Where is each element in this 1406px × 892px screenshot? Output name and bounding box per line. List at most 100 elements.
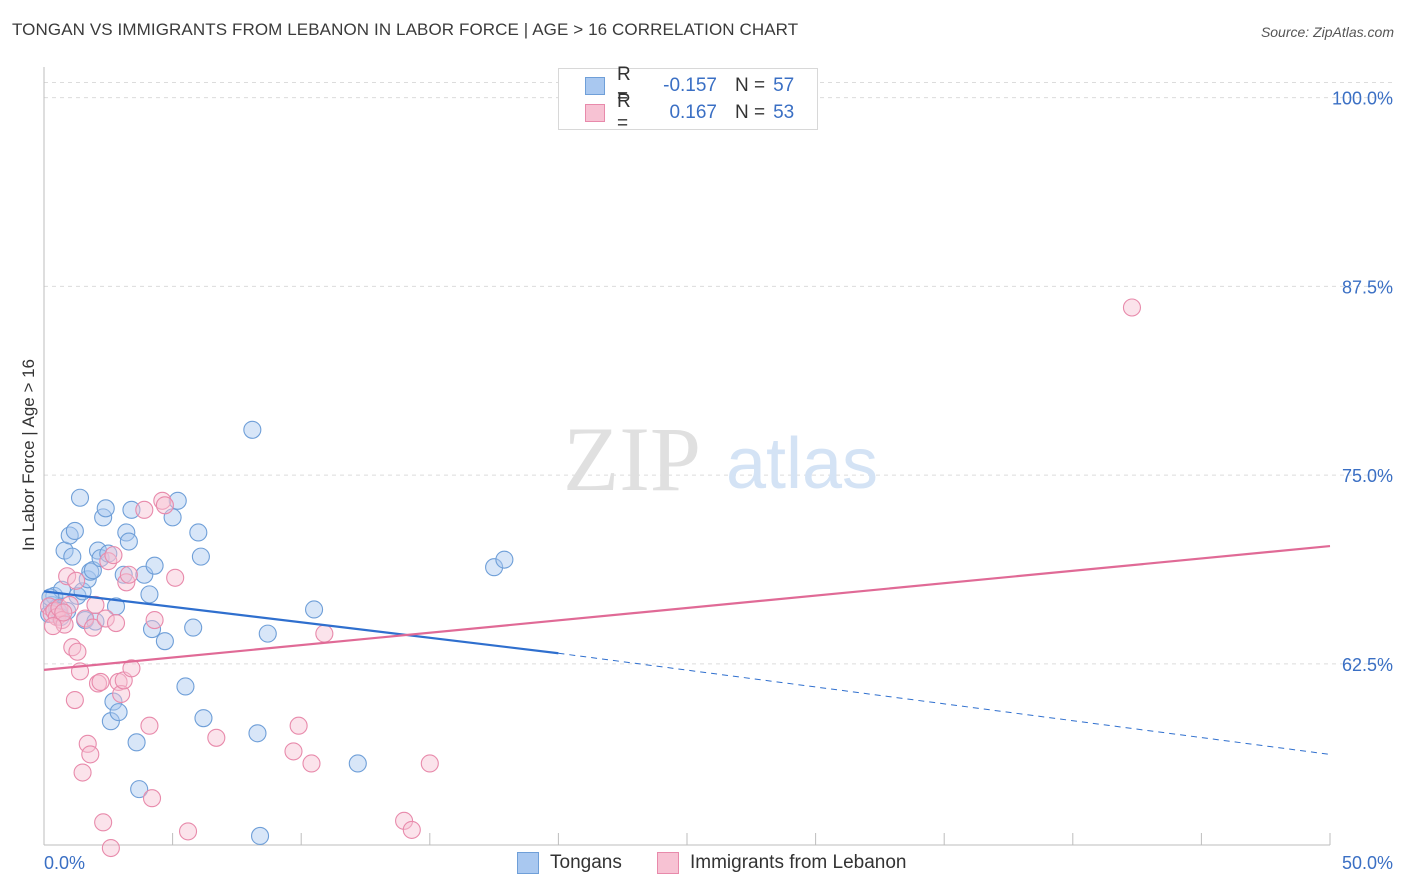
y-tick-labels: 62.5% 75.0% 87.5% 100.0%: [1332, 89, 1393, 675]
lebanon-point: [67, 571, 86, 590]
lebanon-point: [178, 822, 198, 841]
lebanon-point: [155, 496, 174, 515]
data-points: [40, 298, 1142, 858]
legend-swatch-lebanon: [585, 104, 605, 122]
lebanon-point: [140, 716, 159, 735]
axes: [43, 67, 1331, 846]
tongans-point: [495, 550, 514, 569]
n-value: 57: [773, 75, 795, 96]
lebanon-point: [402, 820, 421, 839]
lebanon-point: [420, 754, 439, 773]
legend-item-lebanon[interactable]: Immigrants from Lebanon: [657, 852, 907, 874]
lebanon-point: [135, 500, 154, 519]
legend-swatch-tongans: [585, 77, 605, 95]
lebanon-point: [83, 618, 102, 637]
tongans-point: [119, 532, 138, 551]
tongans-point: [101, 712, 120, 731]
lebanon-point: [207, 728, 226, 747]
x-tick-label: 0.0%: [44, 853, 85, 873]
legend-item-tongans[interactable]: Tongans: [517, 852, 622, 874]
lebanon-point: [289, 716, 308, 735]
lebanon-point: [68, 642, 87, 661]
tongans-point: [140, 585, 159, 604]
lebanon-point: [43, 617, 63, 636]
tongans-point: [127, 733, 146, 752]
tongans-point: [243, 420, 262, 439]
legend-label-tongans: Tongans: [550, 852, 622, 873]
tongans-point: [65, 521, 84, 541]
x-tick-labels: 0.0% 50.0%: [44, 853, 1393, 873]
lebanon-point: [112, 684, 131, 704]
grid-lines: [44, 82, 1392, 665]
tongans-point: [96, 499, 115, 518]
lebanon-point: [99, 552, 118, 571]
n-label: N =: [735, 75, 766, 96]
r-value: 0.167: [669, 102, 717, 123]
tongans-point: [184, 618, 203, 637]
trend-lines: [43, 544, 1331, 755]
r-label: R =: [617, 91, 631, 134]
lebanon-point: [60, 595, 79, 614]
n-label: N =: [735, 102, 766, 123]
tongans-point: [305, 600, 324, 619]
tongans-point: [194, 709, 213, 728]
tongans-point: [189, 523, 208, 542]
tongans-trend-extension: [558, 652, 1331, 755]
y-tick-label: 75.0%: [1342, 466, 1393, 486]
lebanon-point: [122, 659, 141, 678]
tongans-point: [248, 724, 267, 743]
legend-swatch-tongans: [517, 852, 539, 874]
tongans-point: [63, 547, 82, 566]
lebanon-point: [142, 789, 162, 808]
chart-title: TONGAN VS IMMIGRANTS FROM LEBANON IN LAB…: [12, 20, 799, 39]
n-value: 53: [773, 102, 795, 123]
lebanon-point: [58, 567, 77, 586]
lebanon-point: [104, 546, 123, 565]
legend-label-lebanon: Immigrants from Lebanon: [690, 852, 907, 873]
lebanon-point: [106, 614, 126, 633]
tongans-point: [70, 488, 90, 507]
lebanon-point: [94, 813, 113, 832]
tongans-point: [348, 754, 367, 773]
x-tick-label: 50.0%: [1342, 853, 1393, 873]
tongans-point: [135, 565, 154, 584]
lebanon-point: [315, 624, 334, 643]
lebanon-trend-line: [43, 544, 1331, 671]
y-tick-label: 62.5%: [1342, 655, 1393, 675]
lebanon-point: [76, 609, 95, 628]
lebanon-point: [284, 742, 303, 761]
correlation-legend: R = -0.157 N = 57 R = 0.167 N = 53: [558, 64, 818, 134]
watermark: ZIP atlas: [563, 408, 878, 510]
lebanon-point: [81, 745, 100, 764]
lebanon-point: [73, 763, 92, 782]
lebanon-point: [166, 568, 185, 587]
lebanon-point: [54, 603, 73, 622]
tongans-point: [145, 556, 164, 575]
legend-swatch-lebanon: [657, 852, 679, 874]
tongans-point: [191, 547, 210, 566]
tongans-point: [258, 624, 277, 643]
lebanon-point: [302, 754, 321, 773]
tongans-point: [485, 558, 504, 577]
lebanon-point: [395, 811, 414, 830]
lebanon-point: [91, 672, 110, 691]
y-tick-label: 100.0%: [1332, 89, 1393, 109]
tongans-point: [104, 692, 123, 711]
watermark-atlas: atlas: [726, 424, 878, 504]
watermark-zip: ZIP: [563, 408, 701, 510]
tongans-point: [250, 826, 270, 845]
tongans-point: [109, 703, 128, 722]
y-tick-label: 87.5%: [1342, 277, 1393, 297]
tongans-point: [155, 632, 174, 651]
r-label: R =: [617, 64, 631, 107]
lebanon-point: [96, 609, 115, 628]
tongans-point: [130, 780, 149, 799]
y-axis-label: In Labor Force | Age > 16: [19, 358, 38, 552]
lebanon-point: [1122, 298, 1142, 317]
lebanon-point: [78, 734, 97, 753]
tongans-trend-line: [43, 590, 559, 655]
lebanon-point: [145, 610, 164, 630]
lebanon-point: [101, 838, 120, 858]
legend-row-lebanon: R = 0.167 N = 53: [585, 91, 795, 134]
